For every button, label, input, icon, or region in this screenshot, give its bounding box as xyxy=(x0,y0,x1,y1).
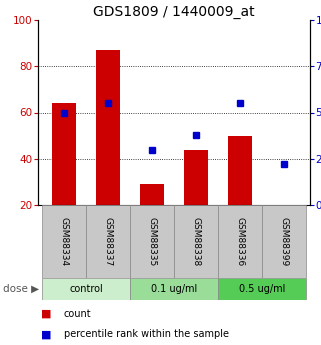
Text: 0.5 ug/ml: 0.5 ug/ml xyxy=(239,284,285,294)
FancyBboxPatch shape xyxy=(218,278,306,300)
Text: percentile rank within the sample: percentile rank within the sample xyxy=(64,329,229,339)
Text: ■: ■ xyxy=(41,309,52,319)
FancyBboxPatch shape xyxy=(42,278,130,300)
Text: GSM88334: GSM88334 xyxy=(60,217,69,266)
Bar xyxy=(184,149,208,205)
FancyBboxPatch shape xyxy=(218,205,262,278)
Text: control: control xyxy=(69,284,103,294)
Bar xyxy=(52,103,76,205)
Bar xyxy=(96,50,120,205)
Text: GSM88337: GSM88337 xyxy=(104,217,113,266)
FancyBboxPatch shape xyxy=(130,205,174,278)
Text: GSM88399: GSM88399 xyxy=(279,217,288,266)
FancyBboxPatch shape xyxy=(262,205,306,278)
FancyBboxPatch shape xyxy=(130,278,218,300)
FancyBboxPatch shape xyxy=(174,205,218,278)
Text: GSM88335: GSM88335 xyxy=(148,217,157,266)
Title: GDS1809 / 1440009_at: GDS1809 / 1440009_at xyxy=(93,5,255,19)
Text: dose ▶: dose ▶ xyxy=(3,284,39,294)
Text: GSM88338: GSM88338 xyxy=(191,217,200,266)
FancyBboxPatch shape xyxy=(86,205,130,278)
FancyBboxPatch shape xyxy=(42,205,86,278)
Text: count: count xyxy=(64,309,91,319)
Bar xyxy=(140,184,164,205)
Text: ■: ■ xyxy=(41,329,52,339)
Bar xyxy=(228,136,252,205)
Text: GSM88336: GSM88336 xyxy=(235,217,244,266)
Text: 0.1 ug/ml: 0.1 ug/ml xyxy=(151,284,197,294)
